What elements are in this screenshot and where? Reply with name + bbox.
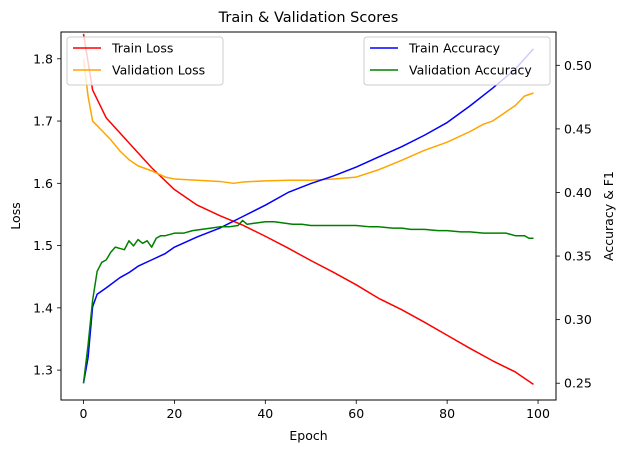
series-line-validation-accuracy xyxy=(82,219,534,384)
series-line-train-loss xyxy=(82,33,534,386)
series-line-train-accuracy xyxy=(82,48,535,384)
plot-frame xyxy=(60,31,557,401)
legend-right-box xyxy=(363,36,551,86)
legend-left-box xyxy=(66,36,224,86)
x-tick-label: 60 xyxy=(348,406,364,421)
legend-label-validation-loss: Validation Loss xyxy=(112,63,205,78)
x-tick-label: 40 xyxy=(257,406,273,421)
x-axis-label: Epoch xyxy=(289,428,327,443)
y-left-tick-label: 1.4 xyxy=(33,300,53,315)
y-left-tick-label: 1.5 xyxy=(33,238,53,253)
y-axis-right: 0.25 0.30 0.35 0.40 0.45 0.50 xyxy=(556,58,592,391)
legend-left: Train Loss Validation Loss xyxy=(66,36,224,86)
series-line-validation-loss xyxy=(82,58,534,185)
series-layer xyxy=(82,33,535,386)
y-left-tick-label: 1.3 xyxy=(33,363,53,378)
x-tick-label: 100 xyxy=(526,406,550,421)
y-axis-right-label: Accuracy & F1 xyxy=(601,171,616,261)
y-left-tick-label: 1.7 xyxy=(33,114,53,129)
x-axis: 0 20 40 60 80 100 xyxy=(80,400,550,421)
y-right-tick-label: 0.40 xyxy=(564,185,592,200)
y-axis-left: 1.3 1.4 1.5 1.6 1.7 1.8 xyxy=(33,51,61,378)
chart-title: Train & Validation Scores xyxy=(218,10,399,26)
y-right-tick-label: 0.45 xyxy=(564,121,592,136)
y-right-tick-label: 0.25 xyxy=(564,376,592,391)
x-tick-label: 20 xyxy=(166,406,182,421)
y-right-tick-label: 0.30 xyxy=(564,312,592,327)
legend-label-train-loss: Train Loss xyxy=(111,41,173,56)
y-right-tick-label: 0.35 xyxy=(564,249,592,264)
y-left-tick-label: 1.8 xyxy=(33,51,53,66)
legend-label-validation-accuracy: Validation Accuracy xyxy=(409,63,532,78)
legend-label-train-accuracy: Train Accuracy xyxy=(408,41,501,56)
x-tick-label: 80 xyxy=(439,406,455,421)
y-left-tick-label: 1.6 xyxy=(33,176,53,191)
y-axis-left-label: Loss xyxy=(8,202,23,229)
legend-right: Train Accuracy Validation Accuracy xyxy=(363,36,551,86)
y-right-tick-label: 0.50 xyxy=(564,58,592,73)
x-tick-label: 0 xyxy=(80,406,88,421)
